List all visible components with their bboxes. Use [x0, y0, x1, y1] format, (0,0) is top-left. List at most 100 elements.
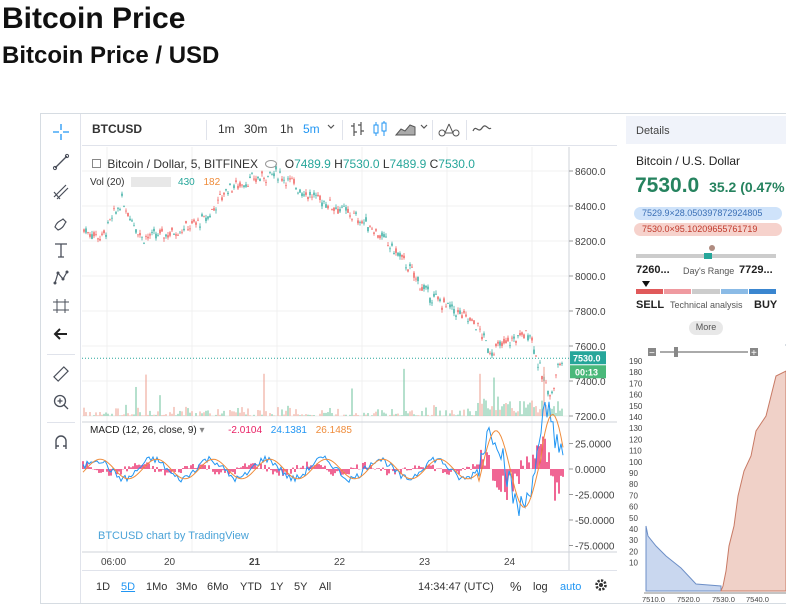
volume-bar — [269, 413, 270, 416]
trendline-icon[interactable] — [49, 150, 73, 174]
prediction-icon[interactable] — [49, 294, 73, 318]
log-toggle[interactable]: log — [533, 581, 548, 593]
macd-hist-bar — [276, 469, 278, 473]
back-arrow-icon[interactable] — [49, 322, 73, 346]
auto-toggle[interactable]: auto — [560, 581, 581, 593]
low-value: 7489.9 — [390, 157, 427, 171]
indicator-controls[interactable] — [131, 177, 171, 187]
candle-body — [559, 364, 560, 365]
macd-hist-bar — [208, 465, 210, 469]
ruler-icon[interactable] — [49, 362, 73, 386]
range-6mo[interactable]: 6Mo — [207, 581, 228, 593]
volume-bar — [293, 414, 294, 416]
macd-hist-bar — [152, 466, 154, 469]
volume-bar — [147, 415, 148, 416]
volume-bar — [537, 412, 538, 416]
ta-label[interactable]: Technical analysis — [670, 300, 743, 310]
range-5d[interactable]: 5D — [121, 581, 135, 593]
candle-body — [203, 216, 204, 217]
volume-bar — [263, 374, 264, 416]
watermark[interactable]: BTCUSD chart by TradingView — [98, 530, 249, 542]
chart-canvas[interactable]: 8600.08400.08200.08000.07800.07600.07400… — [82, 147, 617, 570]
interval-1m[interactable]: 1m — [218, 122, 235, 136]
volume-bar — [199, 411, 200, 416]
macd-hist-bar — [324, 466, 326, 469]
macd-hist-bar — [326, 469, 328, 470]
range-5y[interactable]: 5Y — [294, 581, 307, 593]
percent-toggle[interactable]: % — [510, 579, 522, 594]
macd-hist-bar — [474, 466, 476, 469]
candle-body — [463, 311, 464, 313]
chevron-down-icon[interactable] — [419, 120, 429, 137]
candle-body — [357, 220, 358, 223]
area-chart-icon[interactable] — [395, 120, 417, 141]
macd-hist-bar — [356, 464, 358, 469]
magnet-icon[interactable] — [49, 430, 73, 454]
candles-icon[interactable] — [372, 120, 388, 141]
range-1d[interactable]: 1D — [96, 581, 110, 593]
macd-tick-label: -25.0000 — [575, 491, 615, 502]
volume-bar — [489, 410, 490, 416]
zoom-in-icon[interactable] — [49, 390, 73, 414]
volume-bar — [371, 415, 372, 416]
candle-body — [469, 318, 470, 321]
compare-icon[interactable] — [438, 120, 460, 141]
details-header[interactable]: Details — [626, 116, 786, 144]
indicators-icon[interactable] — [472, 120, 492, 141]
candle-body — [529, 335, 530, 336]
range-ytd[interactable]: YTD — [240, 581, 262, 593]
chevron-down-icon[interactable]: ▾ — [200, 425, 205, 436]
interval-5m[interactable]: 5m — [303, 122, 320, 136]
candle-body — [263, 178, 264, 179]
bar-style-icon[interactable] — [350, 120, 366, 141]
close-value: 7530.0 — [438, 157, 475, 171]
pattern-icon[interactable] — [49, 266, 73, 290]
volume-bar — [297, 414, 298, 416]
volume-bar — [219, 415, 220, 416]
candle-body — [561, 363, 562, 364]
range-3mo[interactable]: 3Mo — [176, 581, 197, 593]
clock[interactable]: 14:34:47 (UTC) — [418, 581, 494, 593]
macd-tick-label: -75.0000 — [575, 542, 615, 553]
interval-30m[interactable]: 30m — [244, 122, 267, 136]
eye-icon[interactable] — [265, 160, 277, 168]
candle-body — [499, 342, 500, 346]
macd-hist-bar — [274, 469, 276, 471]
text-tool-icon[interactable] — [49, 238, 73, 262]
candle-body — [481, 337, 482, 339]
symbol-field[interactable]: BTCUSD — [92, 122, 142, 136]
chevron-down-icon[interactable] — [326, 120, 336, 137]
range-all[interactable]: All — [319, 581, 331, 593]
volume-bar — [321, 410, 322, 416]
candle-body — [161, 229, 162, 232]
macd-hist-bar — [222, 469, 224, 470]
interval-1h[interactable]: 1h — [280, 122, 293, 136]
price-tick-label: 8000.0 — [575, 272, 606, 283]
candle-body — [477, 323, 478, 324]
range-bar: 1D 5D 1Mo 3Mo 6Mo YTD 1Y 5Y All 14:34:47… — [82, 570, 617, 603]
macd-hist-bar — [432, 465, 434, 469]
candle-body — [379, 235, 380, 238]
volume-bar — [455, 415, 456, 416]
high-value: 7530.0 — [343, 157, 380, 171]
pitchfork-icon[interactable] — [49, 180, 73, 204]
settings-gear-icon[interactable] — [594, 578, 608, 595]
more-button[interactable]: More — [689, 321, 723, 335]
candle-body — [523, 334, 524, 338]
crosshair-icon[interactable] — [49, 120, 73, 144]
collapse-icon[interactable] — [92, 159, 101, 168]
range-1y[interactable]: 1Y — [270, 581, 283, 593]
candle-body — [535, 356, 536, 357]
candle-body — [501, 343, 502, 346]
candle-body — [217, 200, 218, 201]
brush-icon[interactable] — [49, 210, 73, 234]
volume-bar — [283, 415, 284, 416]
macd-hist-bar — [214, 469, 216, 474]
macd-hist-bar — [470, 469, 472, 470]
range-1mo[interactable]: 1Mo — [146, 581, 167, 593]
candle-body — [365, 217, 366, 221]
candle-body — [239, 182, 240, 186]
depth-canvas[interactable]: −+19018017016015014013012011010090807060… — [626, 346, 786, 603]
